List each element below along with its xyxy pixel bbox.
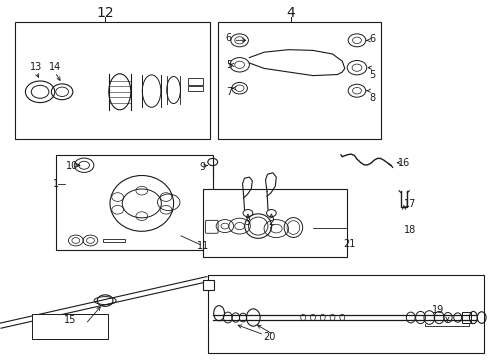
Text: 13: 13 <box>30 62 42 72</box>
Text: 12: 12 <box>96 6 114 19</box>
Text: 17: 17 <box>403 199 415 210</box>
Text: 2: 2 <box>267 217 273 228</box>
Text: 1: 1 <box>53 179 59 189</box>
Text: 14: 14 <box>48 62 61 72</box>
Bar <box>461 312 470 323</box>
Text: 21: 21 <box>343 239 355 249</box>
Text: 4: 4 <box>286 6 295 19</box>
Text: 7: 7 <box>225 87 231 97</box>
Text: 6: 6 <box>369 33 375 44</box>
Text: 11: 11 <box>196 241 209 251</box>
Text: 5: 5 <box>225 60 231 70</box>
Text: 5: 5 <box>369 69 375 80</box>
Text: 6: 6 <box>225 33 231 43</box>
Bar <box>32 314 107 339</box>
Bar <box>203 189 346 257</box>
Bar <box>207 275 483 353</box>
Text: 3: 3 <box>244 217 250 228</box>
Text: 9: 9 <box>199 162 204 172</box>
Text: 8: 8 <box>369 93 375 103</box>
Text: 15: 15 <box>63 315 76 325</box>
Bar <box>188 86 203 91</box>
Text: 10: 10 <box>66 161 79 171</box>
Bar <box>203 280 213 290</box>
Bar <box>15 22 210 139</box>
Text: 18: 18 <box>403 225 415 235</box>
Text: 19: 19 <box>431 305 444 315</box>
Bar <box>217 22 381 139</box>
Text: 20: 20 <box>263 332 276 342</box>
Polygon shape <box>249 50 344 76</box>
Bar <box>102 239 124 242</box>
Bar <box>188 78 203 85</box>
Text: 16: 16 <box>397 158 409 168</box>
Bar <box>56 155 212 250</box>
